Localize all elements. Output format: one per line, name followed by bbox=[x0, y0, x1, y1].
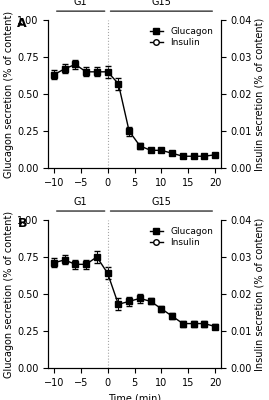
Legend: Glucagon, Insulin: Glucagon, Insulin bbox=[147, 24, 216, 50]
Text: G1: G1 bbox=[74, 196, 87, 206]
Y-axis label: Glucagon secretion (% of content): Glucagon secretion (% of content) bbox=[4, 210, 14, 378]
Y-axis label: Insulin secretion (% of content): Insulin secretion (% of content) bbox=[254, 217, 265, 370]
Text: B: B bbox=[17, 217, 27, 230]
X-axis label: Time (min): Time (min) bbox=[108, 393, 161, 400]
Text: G15: G15 bbox=[151, 196, 171, 206]
Y-axis label: Glucagon secretion (% of content): Glucagon secretion (% of content) bbox=[4, 10, 14, 178]
Text: A: A bbox=[17, 17, 27, 30]
Text: G1: G1 bbox=[74, 0, 87, 7]
Y-axis label: Insulin secretion (% of content): Insulin secretion (% of content) bbox=[254, 18, 265, 171]
Text: G15: G15 bbox=[151, 0, 171, 7]
Legend: Glucagon, Insulin: Glucagon, Insulin bbox=[147, 224, 216, 250]
